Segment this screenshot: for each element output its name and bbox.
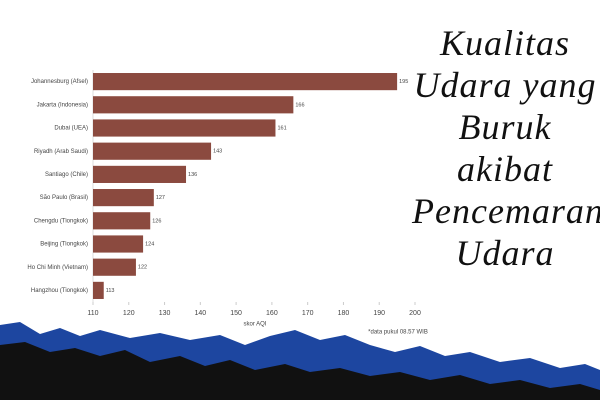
mountain-front xyxy=(0,342,600,400)
value-label: 127 xyxy=(156,195,165,201)
x-tick-label: 150 xyxy=(230,310,242,317)
x-tick-label: 180 xyxy=(338,310,350,317)
y-tick-label: Santiago (Chile) xyxy=(45,172,88,178)
bar xyxy=(93,96,294,114)
title: Kualitas Udara yang Buruk akibat Pencema… xyxy=(412,23,600,273)
bar xyxy=(93,119,276,137)
x-tick-label: 120 xyxy=(123,310,135,317)
value-label: 143 xyxy=(213,149,222,155)
x-tick-label: 130 xyxy=(159,310,171,317)
y-tick-label: Jakarta (Indonesia) xyxy=(37,102,88,108)
x-axis-label: skor AQI xyxy=(243,322,266,328)
y-tick-label: Beijing (Tiongkok) xyxy=(40,242,88,248)
value-label: 195 xyxy=(399,79,408,85)
y-tick-label: Riyadh (Arab Saudi) xyxy=(34,149,88,155)
y-tick-label: Chengdu (Tiongkok) xyxy=(34,218,88,224)
bar xyxy=(93,235,144,253)
value-label: 126 xyxy=(152,218,161,224)
bar xyxy=(93,73,398,91)
y-tick-label: Ho Chi Minh (Vietnam) xyxy=(27,265,88,271)
value-label: 113 xyxy=(106,288,115,294)
y-tick-label: São Paulo (Brasil) xyxy=(40,195,88,201)
bar xyxy=(93,189,154,207)
value-label: 161 xyxy=(277,125,286,131)
bar xyxy=(93,281,104,299)
y-tick-label: Hangzhou (Tiongkok) xyxy=(31,288,88,294)
bar xyxy=(93,142,212,160)
bar xyxy=(93,165,187,183)
value-label: 166 xyxy=(295,102,304,108)
value-label: 122 xyxy=(138,265,147,271)
note: *data pukul 08.57 WIB xyxy=(368,330,428,336)
value-label: 136 xyxy=(188,172,197,178)
x-tick-label: 190 xyxy=(373,310,385,317)
x-tick-label: 200 xyxy=(409,310,421,317)
x-tick-label: 160 xyxy=(266,310,278,317)
x-tick-label: 140 xyxy=(194,310,206,317)
x-tick-label: 170 xyxy=(302,310,314,317)
value-label: 124 xyxy=(145,241,154,247)
y-tick-label: Johannesburg (Afsel) xyxy=(31,79,88,85)
y-tick-label: Dubai (UEA) xyxy=(54,126,88,132)
bar xyxy=(93,258,136,276)
bar xyxy=(93,212,151,230)
x-tick-label: 110 xyxy=(87,310,98,317)
